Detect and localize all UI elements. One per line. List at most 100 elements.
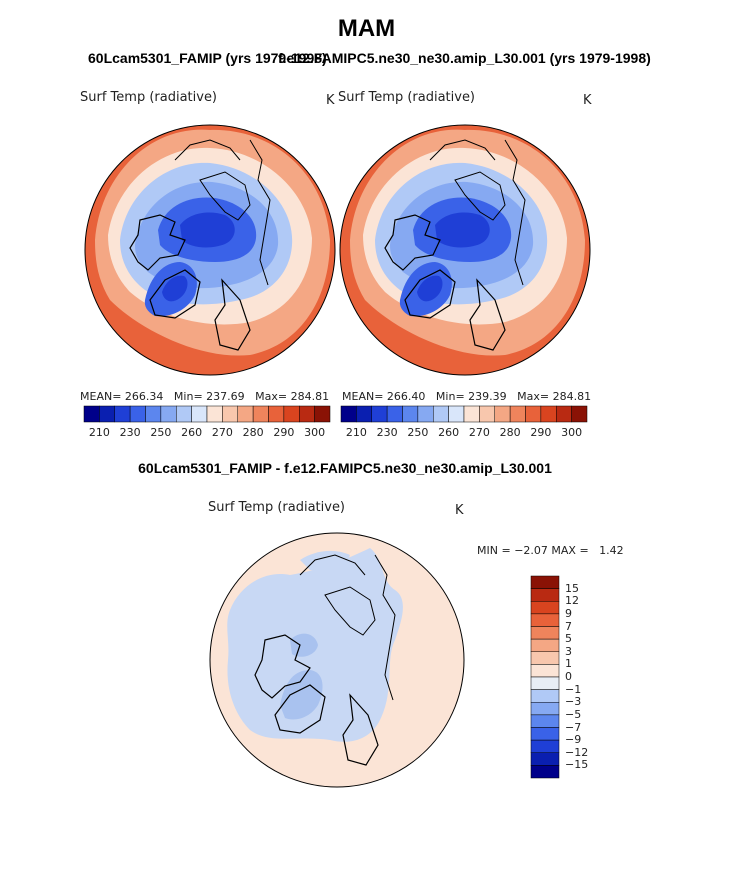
colorbar-swatch [571,405,588,423]
colorbar-tick-label: 290 [273,426,295,439]
colorbar-tick-label: 230 [119,426,141,439]
colorbar-tick-label: 290 [530,426,552,439]
colorbar-swatch [530,727,560,741]
colorbar-level-label: 15 [565,581,579,595]
colorbar-level-label: 3 [565,644,572,658]
colorbar-swatch [479,405,495,423]
colorbar-level-label: 1 [565,657,572,671]
colorbar-swatch [83,405,100,423]
difference-title: 60Lcam5301_FAMIP - f.e12.FAMIPC5.ne30_ne… [138,460,552,476]
difference-minmax: MIN = −2.07 MAX = 1.42 [477,544,624,557]
difference-max-value: 1.42 [599,544,624,557]
colorbar-level-label: −5 [565,707,582,721]
left-polar-map [85,125,335,375]
left-max-value: 284.81 [290,390,330,403]
colorbar-swatch [356,405,372,423]
colorbar-level-label: −9 [565,733,582,747]
left-variable-label: Surf Temp (radiative) [80,90,218,105]
colorbar-tick-label: 230 [376,426,398,439]
colorbar-swatch [99,405,115,423]
colorbar-swatch [530,739,560,753]
left-colorbar [83,405,331,423]
colorbar-swatch [463,405,480,423]
right-polar-map [340,125,590,375]
colorbar-tick-label: 270 [211,426,233,439]
colorbar-swatch [340,405,357,423]
right-colorbar [340,405,588,423]
colorbar-swatch [540,405,557,423]
colorbar-swatch [494,405,511,423]
colorbar-level-label: 0 [565,670,572,683]
colorbar-tick-label: 260 [438,426,460,439]
colorbar-level-label: 9 [565,606,572,620]
left-mean-value: 266.34 [124,390,164,403]
colorbar-swatch [530,651,560,665]
colorbar-tick-label: 280 [499,426,521,439]
colorbar-swatch [283,405,300,423]
colorbar-level-label: −3 [565,695,582,709]
colorbar-tick-label: 300 [304,426,326,439]
colorbar-swatch [114,405,131,423]
colorbar-tick-label: 270 [468,426,490,439]
colorbar-swatch [530,638,560,652]
colorbar-swatch [252,405,269,423]
right-mean-value: 266.40 [386,390,426,403]
colorbar-swatch [530,676,560,690]
colorbar-level-label: −12 [565,745,589,759]
colorbar-swatch [433,405,449,423]
colorbar-swatch [530,689,560,703]
right-max-value: 284.81 [552,390,592,403]
colorbar-swatch [191,405,208,423]
right-map-border [339,124,591,376]
colorbar-level-label: −15 [565,758,589,772]
right-units-label: K [583,93,592,108]
colorbar-level-label: −1 [565,682,582,696]
colorbar-swatch [530,752,560,766]
colorbar-swatch [129,405,146,423]
colorbar-swatch [530,765,560,779]
right-stats: MEAN= 266.40 Min= 239.39 Max= 284.81 [342,390,592,403]
colorbar-swatch [530,626,560,640]
right-min-value: 239.39 [468,390,507,403]
left-min-value: 237.69 [206,390,245,403]
colorbar-swatch [530,714,560,728]
colorbar-level-label: −7 [565,720,582,734]
colorbar-swatch [145,405,162,423]
colorbar-tick-label: 300 [561,426,583,439]
colorbar-swatch [314,405,331,423]
colorbar-swatch [448,405,465,423]
colorbar-tick-label: 260 [181,426,203,439]
colorbar-swatch [530,601,560,615]
colorbar-swatch [530,664,560,678]
difference-min-value: −2.07 [514,544,548,557]
colorbar-swatch [525,405,542,423]
colorbar-swatch [417,405,434,423]
colorbar-swatch [509,405,526,423]
colorbar-swatch [176,405,192,423]
colorbar-level-label: 7 [565,619,572,633]
season-title: MAM [337,15,396,42]
colorbar-swatch [237,405,254,423]
difference-polar-map [210,533,464,787]
colorbar-swatch [530,613,560,627]
colorbar-swatch [402,405,419,423]
difference-variable-label: Surf Temp (radiative) [208,500,346,515]
colorbar-swatch [299,405,315,423]
colorbar-tick-label: 250 [407,426,429,439]
colorbar-swatch [371,405,388,423]
colorbar-swatch [530,702,560,716]
colorbar-level-label: 5 [565,632,572,646]
colorbar-swatch [160,405,177,423]
colorbar-swatch [530,575,560,589]
right-variable-label: Surf Temp (radiative) [338,90,476,105]
colorbar-tick-label: 250 [150,426,172,439]
colorbar-tick-label: 210 [88,426,110,439]
colorbar-tick-label: 210 [345,426,367,439]
colorbar-swatch [268,405,285,423]
left-case-title: 60Lcam5301_FAMIP (yrs 1979-1998) [88,50,327,66]
colorbar-level-label: 12 [565,594,579,608]
left-units-label: K [326,93,335,108]
left-map-border [84,124,336,376]
colorbar-tick-label: 280 [242,426,264,439]
